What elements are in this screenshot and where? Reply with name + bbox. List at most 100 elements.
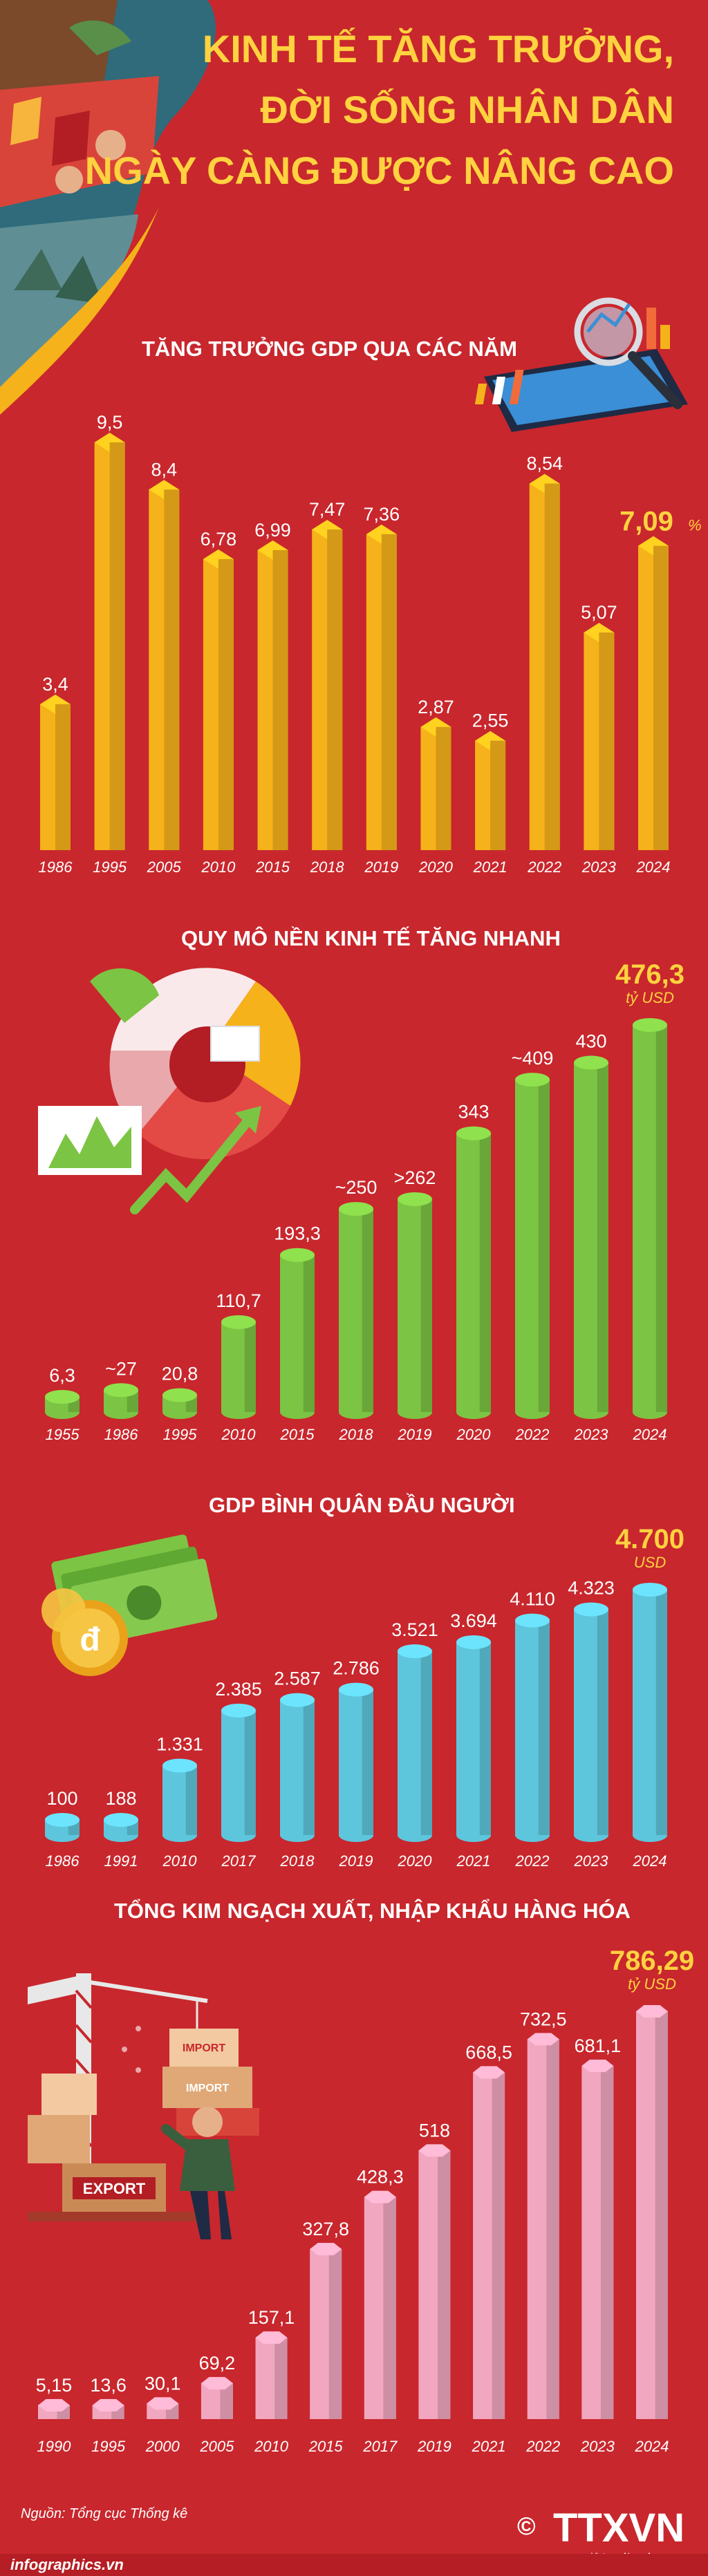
x-tick-label: 1955	[46, 1426, 80, 1443]
section-title: GDP BÌNH QUÂN ĐẦU NGƯỜI	[209, 1492, 515, 1517]
bar-cap	[418, 2144, 451, 2157]
data-label: 30,1	[145, 2373, 181, 2394]
bar-shade	[479, 1642, 491, 1835]
svg-text:đ: đ	[80, 1621, 100, 1658]
bar-side	[436, 726, 451, 850]
bar-side	[272, 549, 288, 850]
money-icon: đ	[41, 1534, 218, 1676]
section-gdp-per-capita: GDP BÌNH QUÂN ĐẦU NGƯỜI đ 1986 100 1991 188…	[41, 1492, 684, 1870]
bar-side	[55, 704, 71, 850]
bar-shade	[600, 2065, 614, 2419]
bar-side	[164, 489, 180, 850]
data-label: 681,1	[575, 2036, 622, 2056]
bar-cap	[456, 1126, 491, 1140]
section-title: TỔNG KIM NGẠCH XUẤT, NHẬP KHẨU HÀNG HÓA	[114, 1898, 631, 1923]
x-tick-label: 1995	[163, 1426, 198, 1443]
bar-shade	[492, 2072, 505, 2419]
bar-shade	[597, 1062, 608, 1412]
data-label: 4.700	[615, 1524, 684, 1554]
data-label: 8,54	[526, 453, 563, 474]
bar-shade	[538, 1080, 550, 1412]
section-title: TĂNG TRƯỞNG GDP QUA CÁC NĂM	[142, 336, 517, 361]
x-tick-label: 2022	[515, 1426, 550, 1443]
bar-shade	[362, 1209, 373, 1412]
x-tick-label: 1995	[93, 858, 127, 876]
x-tick-label: 2015	[280, 1426, 315, 1443]
bar-cap	[104, 1383, 138, 1398]
bar-shade	[362, 1689, 373, 1835]
x-tick-label: 2022	[515, 1852, 550, 1870]
x-tick-label: 2021	[472, 2438, 506, 2455]
x-tick-label: 2018	[339, 1426, 374, 1443]
bar-cap	[310, 2243, 342, 2256]
data-label: 2,55	[472, 711, 509, 731]
bar-cap	[221, 1315, 256, 1329]
bar-cap	[636, 2005, 668, 2018]
data-label: 476,3	[615, 959, 684, 990]
bars: 1986 3,4 1995 9,5 2005 8,4 2010 6,78 2015 6,99 201…	[39, 412, 702, 876]
bar-cap	[456, 1635, 491, 1649]
bars: 1990 5,15 1995 13,6 2000 30,1 2005 69,2 2010 157,…	[36, 1946, 694, 2455]
bar-shade	[655, 2011, 668, 2419]
x-tick-label: 2019	[417, 2438, 451, 2455]
data-label: 6,3	[49, 1365, 75, 1386]
data-label: 1.331	[156, 1733, 203, 1754]
bar-side	[218, 558, 234, 850]
bar-cap	[38, 2399, 70, 2412]
x-tick-label: 2000	[145, 2438, 180, 2455]
x-tick-label: 2021	[456, 1852, 491, 1870]
illustration-label: EXPORT	[83, 2180, 146, 2197]
bar-shade	[303, 1254, 315, 1412]
data-label: 3,4	[42, 674, 68, 695]
bar-cap	[633, 1018, 667, 1032]
bar-shade	[438, 2150, 451, 2419]
data-label: 343	[458, 1102, 489, 1122]
section-economy-scale: QUY MÔ NỀN KINH TẾ TĂNG NHANH 1955 6,3 198…	[38, 925, 684, 1443]
unit-label: USD	[634, 1554, 667, 1571]
data-label: 193,3	[274, 1223, 321, 1244]
data-label: 8,4	[151, 459, 177, 480]
data-label: 428,3	[357, 2167, 404, 2188]
section-gdp-growth: TĂNG TRƯỞNG GDP QUA CÁC NĂM 1986 3,4 1995 9…	[39, 297, 702, 876]
bar-shade	[328, 2249, 342, 2419]
x-tick-label: 1995	[91, 2438, 126, 2455]
bar-cap	[45, 1390, 80, 1404]
bars: 1955 6,3 1986 ~27 1995 20,8 2010 110,7 2015 193,3…	[45, 959, 684, 1443]
bar-shade	[655, 1025, 667, 1412]
data-label: 4.323	[568, 1577, 615, 1598]
bar-cap	[581, 2059, 614, 2072]
bar-side	[599, 632, 615, 850]
bar-shade	[220, 2383, 233, 2419]
x-tick-label: 2019	[364, 858, 398, 876]
x-tick-label: 2019	[339, 1852, 373, 1870]
bar-cap	[147, 2397, 179, 2410]
x-tick-label: 2020	[456, 1426, 492, 1443]
x-tick-label: 2020	[398, 1852, 433, 1870]
data-label: 157,1	[248, 2307, 295, 2328]
x-tick-label: 2022	[527, 858, 561, 876]
data-label: 13,6	[90, 2375, 127, 2396]
section-trade: TỔNG KIM NGẠCH XUẤT, NHẬP KHẨU HÀNG HÓA …	[28, 1898, 694, 2455]
tablet-chart-icon	[474, 297, 688, 432]
data-label: 7,09	[620, 507, 673, 537]
data-label: 6,78	[201, 529, 237, 549]
bar-cap	[574, 1602, 608, 1617]
bar-shade	[244, 1710, 256, 1835]
bar-cap	[364, 2190, 396, 2203]
data-label: 3.521	[391, 1619, 438, 1640]
data-label: 668,5	[465, 2042, 512, 2062]
x-tick-label: 2015	[308, 2438, 344, 2455]
section-title: QUY MÔ NỀN KINH TẾ TĂNG NHANH	[181, 925, 561, 950]
x-tick-label: 2010	[201, 858, 236, 876]
bar-shade	[546, 2039, 559, 2419]
data-label: 188	[105, 1788, 136, 1809]
x-tick-label: 2017	[221, 1852, 257, 1870]
bar-cap	[398, 1192, 432, 1206]
bar-cap	[515, 1073, 550, 1087]
data-label: 430	[575, 1031, 606, 1051]
bar-cap	[527, 2033, 559, 2046]
x-tick-label: 1991	[104, 1852, 138, 1870]
bar-side	[544, 483, 560, 850]
x-tick-label: 2023	[581, 858, 617, 876]
bar-side	[490, 740, 506, 850]
